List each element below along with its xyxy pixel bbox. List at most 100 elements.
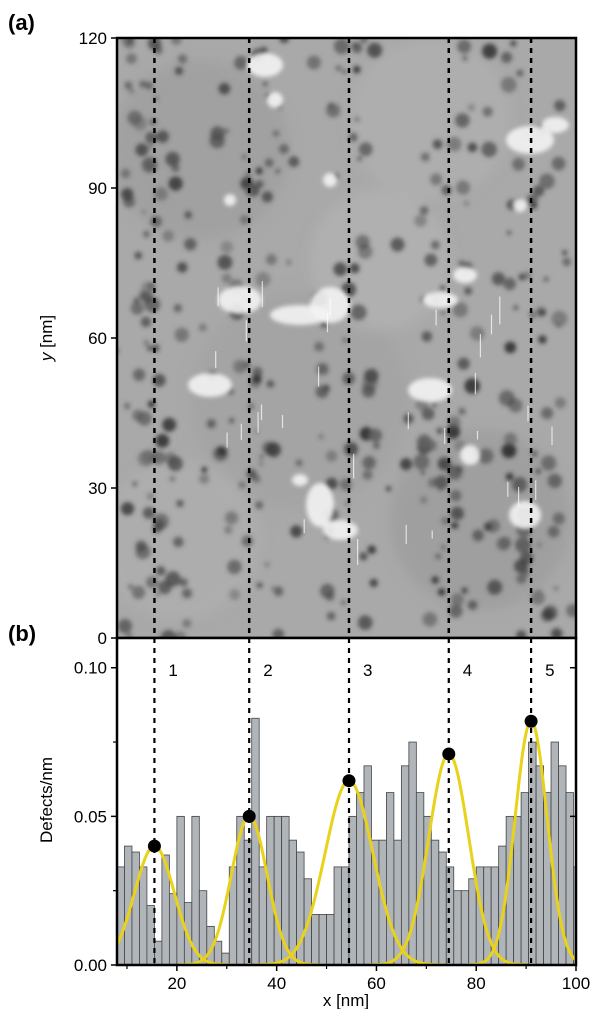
histogram-bar (348, 815, 357, 965)
dark-spot (504, 341, 517, 354)
dark-spot (516, 630, 527, 638)
dark-spot (481, 141, 497, 158)
dark-spot (450, 490, 462, 502)
bright-feature (422, 292, 458, 308)
histogram-x-ticks: 20 40 60 80 100 (126, 965, 590, 993)
dark-spot (234, 56, 248, 70)
dark-spot (419, 206, 429, 215)
shade-blob (190, 290, 410, 510)
dark-spot (146, 345, 153, 352)
dark-spot (117, 619, 133, 634)
dark-spot (547, 525, 560, 538)
dark-spot (566, 604, 576, 618)
bright-feature (218, 286, 262, 314)
dark-spot (498, 390, 515, 407)
dark-spot (385, 485, 392, 492)
dark-spot (242, 154, 247, 160)
dark-spot (562, 250, 568, 256)
y-tick-label: 120 (79, 29, 107, 48)
image-y-axis-title: y [nm] (37, 315, 56, 362)
dark-spot (437, 588, 446, 596)
dark-spot (177, 54, 188, 64)
dark-spot (432, 139, 443, 150)
peak-labels: 1 2 3 4 5 (168, 661, 554, 680)
dark-spot (501, 51, 513, 64)
bright-feature (247, 53, 283, 77)
dark-spot (176, 499, 184, 508)
dark-spot (141, 210, 146, 215)
dark-spot (482, 43, 498, 59)
dark-spot (167, 456, 183, 472)
dark-spot (259, 454, 265, 460)
dark-spot (125, 53, 137, 65)
dark-spot (503, 277, 516, 291)
stm-image-panel: 0 30 60 90 120 y [nm] (37, 29, 578, 648)
dark-spot (220, 240, 234, 254)
histogram-bar (565, 792, 574, 965)
dark-spot (357, 156, 362, 161)
dark-spot (450, 593, 464, 607)
dark-spot (530, 202, 538, 210)
dark-spot (318, 434, 324, 440)
dark-spot (326, 103, 341, 118)
dark-spot (482, 106, 493, 117)
dark-spot (464, 287, 473, 295)
dark-spot (516, 573, 527, 584)
dark-spot (441, 184, 452, 196)
dark-spot (554, 397, 567, 409)
dark-spot (146, 492, 155, 500)
dark-spot (131, 585, 146, 600)
dark-spot (467, 103, 476, 112)
dark-spot (316, 363, 329, 375)
dark-spot (155, 592, 160, 597)
bright-feature (267, 92, 283, 108)
dark-spot (522, 271, 532, 280)
dark-spot (368, 428, 383, 443)
histogram-bar (273, 815, 283, 965)
peak-label: 5 (545, 661, 554, 680)
bright-feature (513, 198, 527, 212)
dark-spot (362, 375, 378, 391)
dark-spot (224, 128, 229, 134)
x-tick-label: 60 (367, 974, 386, 993)
dark-spot (134, 251, 143, 260)
dark-spot (177, 262, 188, 273)
dark-spot (321, 321, 327, 328)
dark-spot (455, 113, 470, 128)
dark-spot (333, 262, 348, 277)
dark-spot (255, 181, 262, 189)
dark-spot (430, 173, 443, 186)
peak-label: 2 (263, 661, 272, 680)
bright-feature (460, 445, 480, 465)
dark-spot (123, 402, 131, 410)
y-tick-label: 90 (88, 179, 107, 198)
dark-spot (153, 513, 170, 530)
dark-spot (169, 475, 176, 482)
dark-spot (431, 240, 440, 250)
dark-spot (357, 244, 373, 259)
dark-spot (554, 99, 566, 112)
dark-spot (420, 152, 430, 162)
dark-spot (450, 506, 464, 521)
dark-spot (501, 443, 517, 459)
dark-spot (528, 311, 537, 319)
histogram-bar (139, 866, 148, 965)
dark-spot (184, 238, 197, 251)
dark-spot (173, 536, 184, 548)
dark-spot (264, 158, 274, 168)
dark-spot (210, 126, 225, 141)
dark-spot (121, 188, 134, 201)
image-y-ticks: 0 30 60 90 120 (79, 29, 117, 648)
dark-spot (424, 253, 438, 267)
dark-spot (162, 230, 174, 242)
histogram-bar (581, 891, 588, 965)
dark-spot (265, 254, 277, 265)
dark-spot (447, 415, 461, 429)
dark-spot (266, 380, 275, 388)
dark-spot (174, 66, 184, 76)
dark-spot (543, 605, 558, 620)
dark-spot (198, 323, 207, 332)
dark-spot (137, 450, 154, 467)
dark-spot (467, 600, 478, 610)
